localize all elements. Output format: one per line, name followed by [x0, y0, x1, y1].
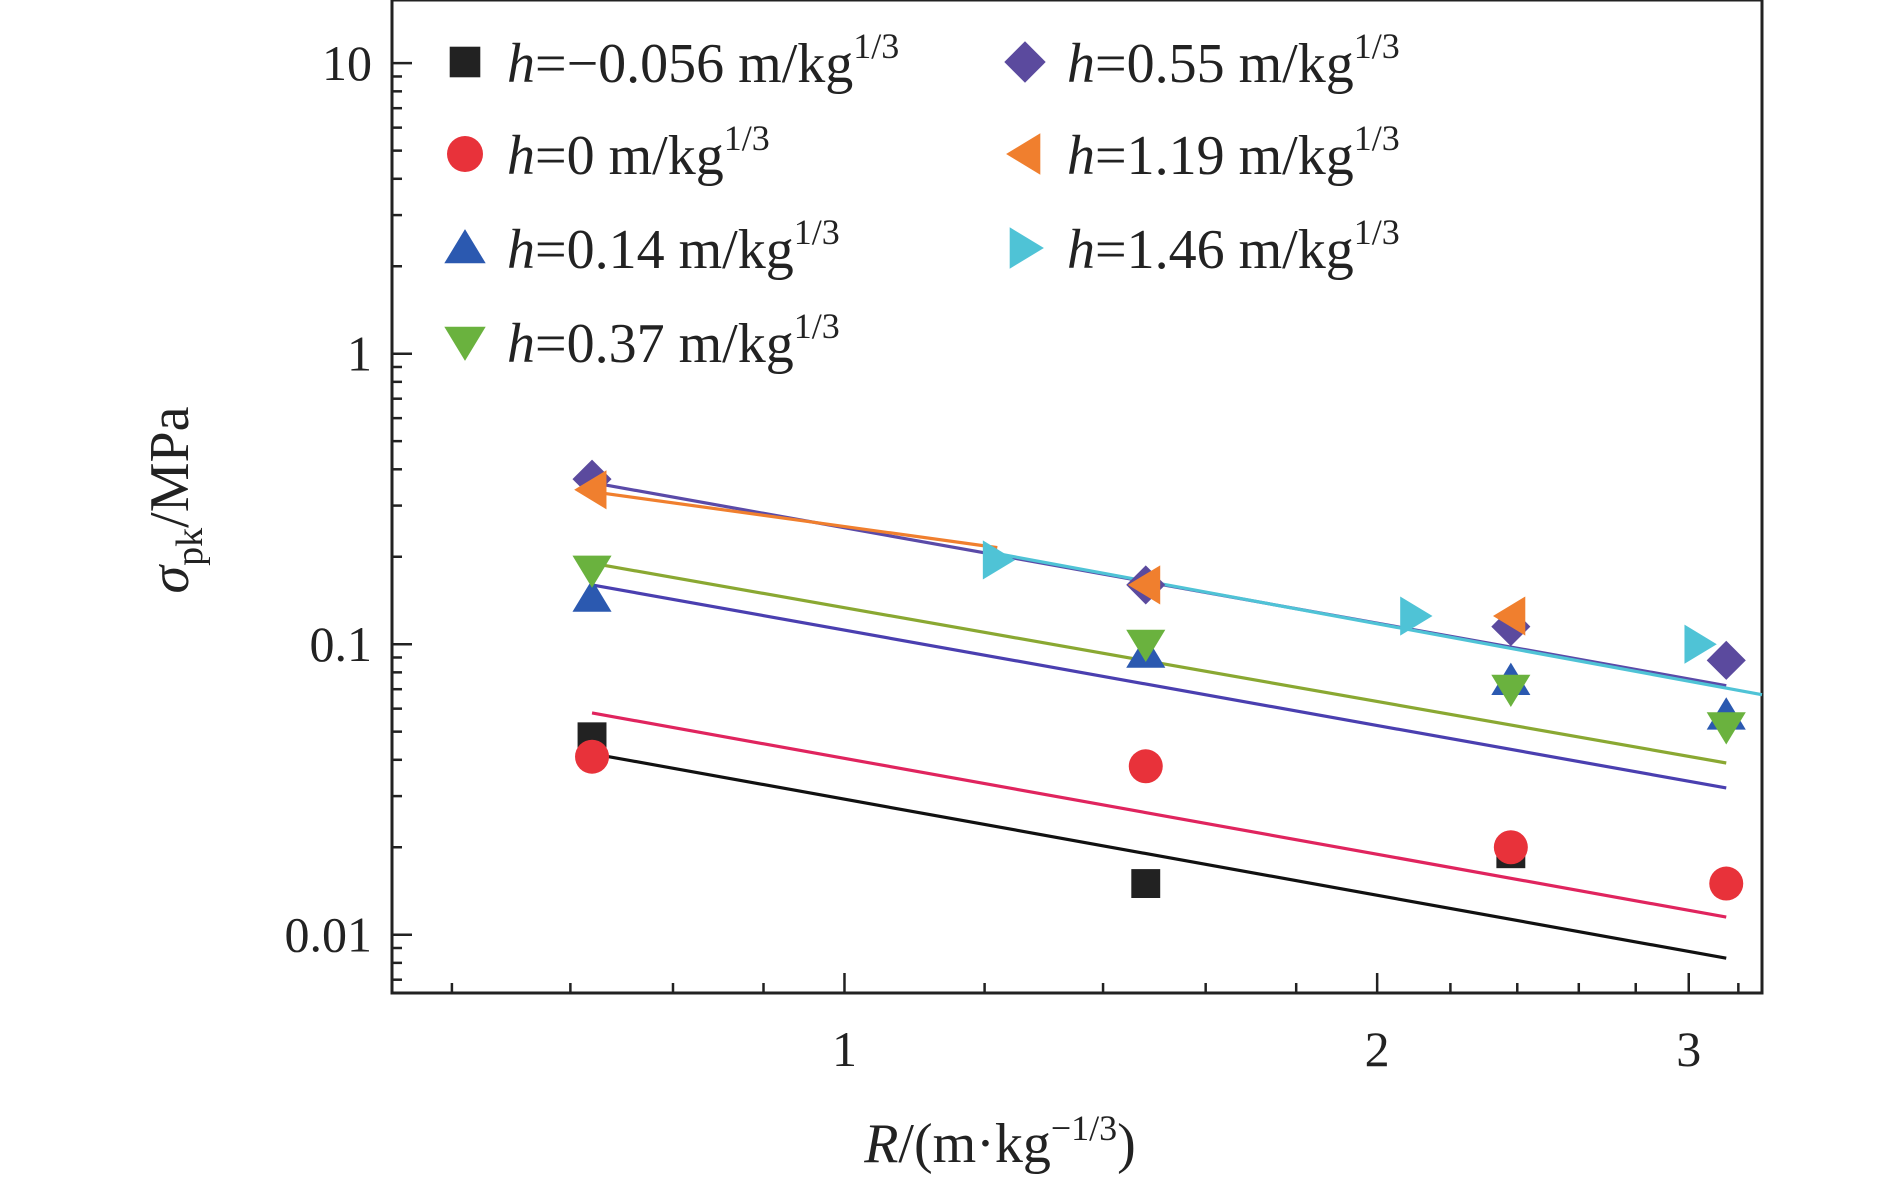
data-point-s2-4	[1709, 866, 1744, 901]
data-point-s6-2	[1127, 565, 1161, 605]
y-axis-label: σpk/MPa	[139, 406, 211, 593]
data-point-s4-1	[572, 555, 612, 588]
legend-label-3: h=0.14 m/kg1/3	[507, 212, 840, 281]
legend-marker-4	[444, 326, 486, 361]
fit-line-2	[591, 711, 1727, 919]
x-tick-label: 2	[1365, 1021, 1390, 1077]
y-tick-label: 0.1	[310, 616, 373, 672]
data-point-s2-3	[1493, 830, 1528, 865]
x-tick-label: 1	[832, 1021, 857, 1077]
legend-label-1: h=−0.056 m/kg1/3	[507, 26, 899, 95]
plot-frame	[390, 0, 1764, 995]
data-point-s1-2	[1131, 869, 1161, 899]
data-point-s7-2	[1400, 596, 1433, 636]
data-point-s2-1	[575, 739, 610, 774]
legend: h=−0.056 m/kg1/3 h=0 m/kg1/3 h=0.14 m/kg1/…	[444, 26, 1400, 375]
legend-marker-6	[1006, 133, 1041, 175]
legend-marker-7	[1009, 227, 1044, 269]
data-point-s3-1	[572, 579, 612, 612]
data-point-s4-2	[1126, 629, 1166, 663]
data-point-s6-3	[1492, 596, 1526, 636]
legend-marker-2	[447, 136, 483, 172]
x-axis-ticks: 1 2 3	[450, 973, 1740, 1077]
data-point-s6-1	[574, 470, 607, 510]
x-axis-label: R/(m·kg−1/3)	[863, 1108, 1136, 1175]
legend-label-7: h=1.46 m/kg1/3	[1067, 212, 1400, 281]
data-point-s7-3	[1684, 624, 1717, 664]
y-tick-label: 10	[322, 35, 372, 91]
data-point-s4-4	[1706, 712, 1746, 745]
data-point-s5-4	[1706, 640, 1746, 680]
legend-marker-5	[1004, 41, 1046, 83]
fit-line-6	[591, 490, 998, 550]
data-point-s2-2	[1128, 749, 1163, 784]
legend-label-5: h=0.55 m/kg1/3	[1067, 26, 1400, 95]
fit-line-3	[591, 583, 1727, 790]
y-axis-ticks: 0.01 0.1 1 10	[285, 35, 412, 981]
fit-line-1	[591, 752, 1727, 960]
fit-lines	[591, 481, 1763, 960]
y-tick-label: 1	[347, 326, 372, 382]
y-tick-label: 0.01	[285, 907, 373, 963]
legend-label-2: h=0 m/kg1/3	[507, 118, 770, 187]
legend-marker-1	[449, 46, 481, 78]
x-tick-label: 3	[1676, 1021, 1701, 1077]
data-points	[572, 459, 1746, 901]
data-point-s4-3	[1491, 674, 1531, 708]
legend-marker-3	[444, 229, 486, 264]
fit-line-7	[997, 552, 1763, 697]
legend-label-6: h=1.19 m/kg1/3	[1067, 118, 1400, 187]
legend-label-4: h=0.37 m/kg1/3	[507, 306, 840, 375]
data-point-s7-1	[982, 540, 1016, 580]
